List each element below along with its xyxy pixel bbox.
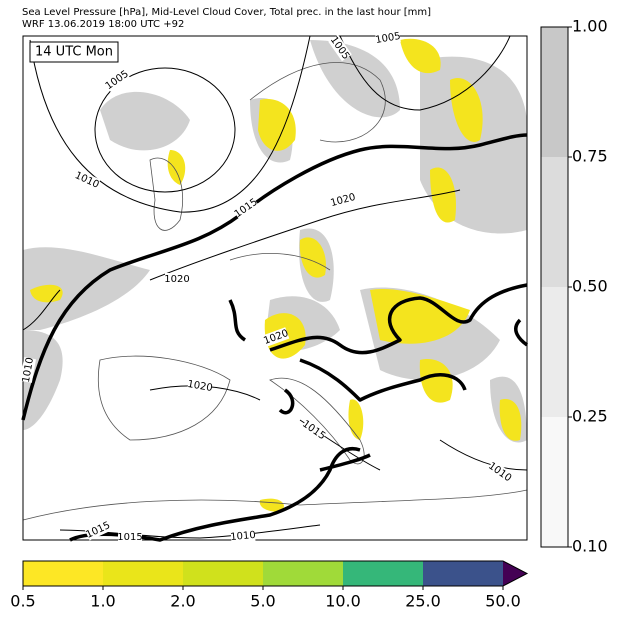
precip-colorbar-label: 0.5	[10, 592, 35, 611]
isobar-label-bg	[486, 460, 514, 484]
precip-colorbar-segment	[103, 561, 183, 586]
time-label: 14 UTC Mon	[35, 45, 113, 60]
time-label-box	[29, 41, 119, 63]
isobar-label-bg	[84, 519, 112, 541]
isobar-label-bg	[20, 357, 36, 383]
isobar-label: 1010	[21, 357, 36, 384]
cloud-colorbar-segment	[541, 27, 568, 157]
precip-colorbar-extend	[503, 561, 527, 586]
cloud-colorbar-label: 0.50	[572, 277, 608, 296]
subtitle-line: WRF 13.06.2019 18:00 UTC +92	[22, 19, 184, 30]
isobar-label-bg	[187, 378, 213, 394]
cloud-colorbar-segment	[541, 157, 568, 287]
precip-colorbar-label: 10.0	[325, 592, 361, 611]
cloud-colorbar-label: 1.00	[572, 17, 608, 36]
isobar-label: 1015	[117, 532, 142, 543]
isobar-label-bg	[328, 34, 352, 62]
precip-colorbar-segment	[183, 561, 263, 586]
precip-colorbar-segment	[23, 561, 103, 586]
precip-colorbar-label: 1.0	[90, 592, 115, 611]
precip-areas	[30, 38, 522, 512]
isobar-label-bg	[103, 68, 131, 92]
precip-colorbar-frame	[22, 560, 529, 587]
precip-colorbar-segment	[263, 561, 343, 586]
isobar-label-bg	[165, 273, 189, 285]
cloud-colorbar-segment	[541, 417, 568, 547]
precip-colorbar-label: 5.0	[250, 592, 275, 611]
precip-colorbar-label: 25.0	[405, 592, 441, 611]
isobar-label-bg	[300, 418, 328, 442]
cloud-colorbar-label: 0.10	[572, 537, 608, 556]
isobar-label-bg	[262, 327, 290, 347]
precip-colorbar-label: 50.0	[485, 592, 521, 611]
precip-colorbar-segment	[343, 561, 423, 586]
isobar-label: 1020	[164, 274, 189, 285]
isobar-label-bg	[232, 196, 260, 220]
title-line: Sea Level Pressure [hPa], Mid-Level Clou…	[22, 7, 431, 18]
isobar-label-bg	[118, 531, 142, 543]
isobar-label: 1010	[230, 530, 256, 543]
isobar-label-bg	[375, 30, 401, 46]
cloud-colorbar-segment	[541, 287, 568, 417]
cloud-colorbar-label: 0.75	[572, 147, 608, 166]
isobar-label-bg	[73, 169, 101, 191]
map-frame	[22, 35, 528, 541]
precip-colorbar-label: 2.0	[170, 592, 195, 611]
cloud-colorbar-label: 0.25	[572, 407, 608, 426]
isobar-label: 1005	[375, 31, 402, 46]
isobar-label-bg	[230, 528, 256, 544]
isobar-label: 1020	[186, 379, 213, 394]
precip-colorbar-segment	[423, 561, 503, 586]
